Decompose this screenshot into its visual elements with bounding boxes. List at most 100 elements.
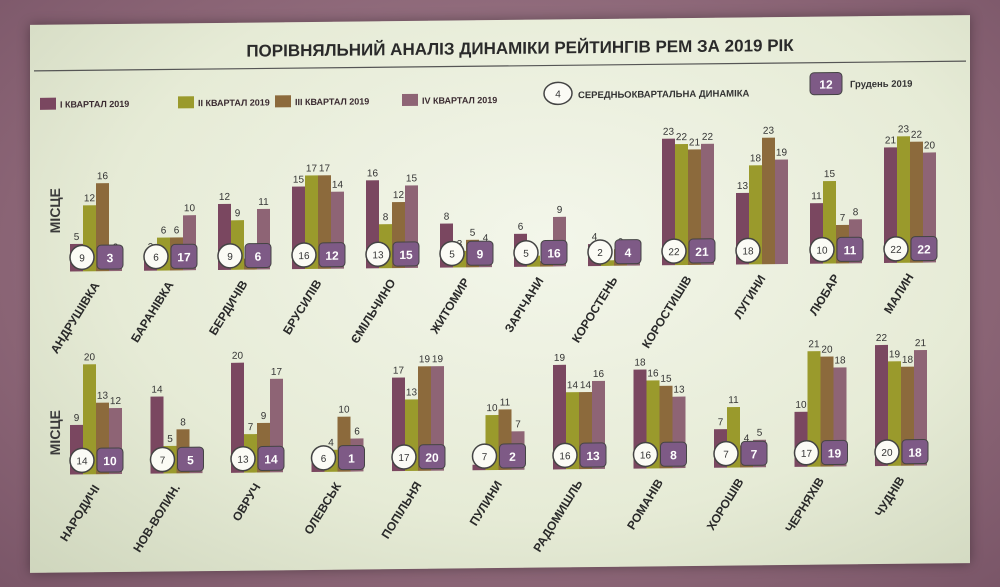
avg-value: 14 bbox=[76, 456, 88, 467]
bar-value-label: 8 bbox=[444, 212, 450, 223]
bar-group: 12921196БЕРДИЧІВ bbox=[206, 192, 272, 338]
category-label: РАДОМИШЛЬ bbox=[530, 477, 585, 554]
avg-value: 9 bbox=[79, 253, 85, 264]
avg-marker bbox=[513, 239, 539, 266]
dec-marker bbox=[466, 240, 494, 266]
legend-swatch bbox=[402, 93, 418, 107]
bar-value-label: 9 bbox=[74, 413, 80, 424]
bar-value-label: 10 bbox=[338, 405, 350, 416]
title-underline bbox=[34, 60, 966, 72]
bar-value-label: 11 bbox=[811, 191, 822, 202]
dec-marker bbox=[392, 241, 420, 267]
bar-value-label: 12 bbox=[393, 190, 405, 201]
avg-value: 9 bbox=[227, 252, 233, 263]
avg-marker bbox=[230, 445, 256, 472]
legend-avg-marker bbox=[543, 81, 573, 106]
avg-marker bbox=[874, 439, 900, 465]
avg-marker bbox=[365, 241, 391, 268]
bar-value-label: 6 bbox=[354, 426, 360, 437]
bar-value-label: 15 bbox=[406, 173, 418, 184]
bar-value-label: 23 bbox=[663, 127, 675, 138]
dec-value: 14 bbox=[264, 452, 278, 466]
bar-value-label: 19 bbox=[889, 349, 901, 360]
bar-value-label: 18 bbox=[834, 355, 846, 366]
bar bbox=[701, 143, 714, 265]
bar-value-label: 22 bbox=[876, 333, 888, 344]
category-label: ПУЛИНИ bbox=[467, 478, 505, 528]
dec-value: 15 bbox=[399, 248, 413, 262]
bar-groups: 51216393АНДРУШІВКА36610617БАРАНІВКА12921… bbox=[48, 124, 938, 555]
avg-value: 17 bbox=[801, 449, 813, 460]
bar-value-label: 5 bbox=[470, 228, 476, 239]
dec-marker bbox=[614, 239, 642, 265]
bar bbox=[807, 351, 821, 467]
category-label: ОЛЕВСЬК bbox=[301, 479, 344, 537]
bar-value-label: 7 bbox=[840, 213, 846, 224]
bar-group: 36610617БАРАНІВКА bbox=[128, 203, 198, 345]
bar-value-label: 22 bbox=[676, 132, 688, 143]
dec-marker bbox=[96, 447, 124, 473]
bar-value-label: 18 bbox=[902, 355, 914, 366]
bar-value-label: 19 bbox=[419, 354, 431, 365]
dec-value: 4 bbox=[625, 246, 632, 260]
dec-marker bbox=[579, 442, 607, 468]
bar-value-label: 15 bbox=[660, 374, 672, 385]
chart-title: ПОРІВНЯЛЬНИЙ АНАЛІЗ ДИНАМІКИ РЕЙТИНГІВ Р… bbox=[246, 36, 794, 61]
avg-value: 16 bbox=[640, 450, 652, 461]
bar-value-label: 19 bbox=[432, 354, 444, 365]
dec-value: 1 bbox=[348, 452, 355, 466]
avg-marker bbox=[883, 236, 909, 262]
bar-value-label: 11 bbox=[258, 197, 269, 208]
bar bbox=[231, 362, 244, 473]
category-label: КОРОСТЕНЬ bbox=[569, 274, 621, 345]
bar-value-label: 4 bbox=[744, 433, 750, 444]
legend-avg-label: СЕРЕДНЬОКВАРТАЛЬНА ДИНАМІКА bbox=[578, 88, 750, 101]
avg-marker bbox=[809, 236, 835, 263]
category-label: КОРОСТИШІВ bbox=[639, 273, 695, 351]
legend-label: ІІІ КВАРТАЛ 2019 bbox=[295, 96, 369, 107]
bar-group: 1458275НОВ-ВОЛИН. bbox=[130, 385, 204, 555]
dec-marker bbox=[257, 445, 285, 471]
bar-value-label: 5 bbox=[757, 428, 763, 439]
projection-screen: ПОРІВНЯЛЬНИЙ АНАЛІЗ ДИНАМІКИ РЕЙТИНГІВ Р… bbox=[30, 15, 970, 573]
bar bbox=[888, 361, 901, 466]
dec-marker bbox=[836, 236, 864, 262]
bar-value-label: 20 bbox=[84, 352, 96, 363]
bar-value-label: 20 bbox=[924, 140, 936, 151]
avg-marker bbox=[291, 242, 317, 268]
bar bbox=[897, 136, 910, 263]
dec-marker bbox=[499, 443, 526, 469]
category-label: ЧУДНІВ bbox=[872, 474, 908, 520]
bar-group: 2410661ОЛЕВСЬК bbox=[301, 405, 365, 537]
category-label: АНДРУШІВКА bbox=[48, 279, 103, 356]
avg-value: 7 bbox=[482, 452, 488, 463]
avg-value: 16 bbox=[298, 251, 310, 262]
avg-marker bbox=[143, 243, 169, 270]
legend-dec-marker bbox=[809, 71, 843, 96]
avg-marker bbox=[69, 447, 95, 474]
bar-value-label: 10 bbox=[795, 400, 807, 411]
dec-value: 12 bbox=[325, 249, 339, 263]
avg-value: 6 bbox=[321, 454, 327, 465]
dec-value: 20 bbox=[425, 451, 439, 465]
avg-value: 22 bbox=[890, 245, 902, 256]
dec-value: 7 bbox=[751, 447, 758, 461]
dec-marker bbox=[660, 441, 687, 467]
bar-value-label: 18 bbox=[634, 357, 646, 368]
bar-value-label: 13 bbox=[737, 181, 749, 192]
bar-value-label: 14 bbox=[332, 180, 344, 191]
avg-value: 7 bbox=[723, 450, 729, 461]
avg-value: 18 bbox=[742, 246, 754, 257]
bar-value-label: 22 bbox=[911, 130, 923, 141]
bar-value-label: 21 bbox=[915, 338, 927, 349]
category-label: БЕРДИЧІВ bbox=[206, 278, 251, 338]
category-label: ОВРУЧ bbox=[230, 481, 264, 524]
